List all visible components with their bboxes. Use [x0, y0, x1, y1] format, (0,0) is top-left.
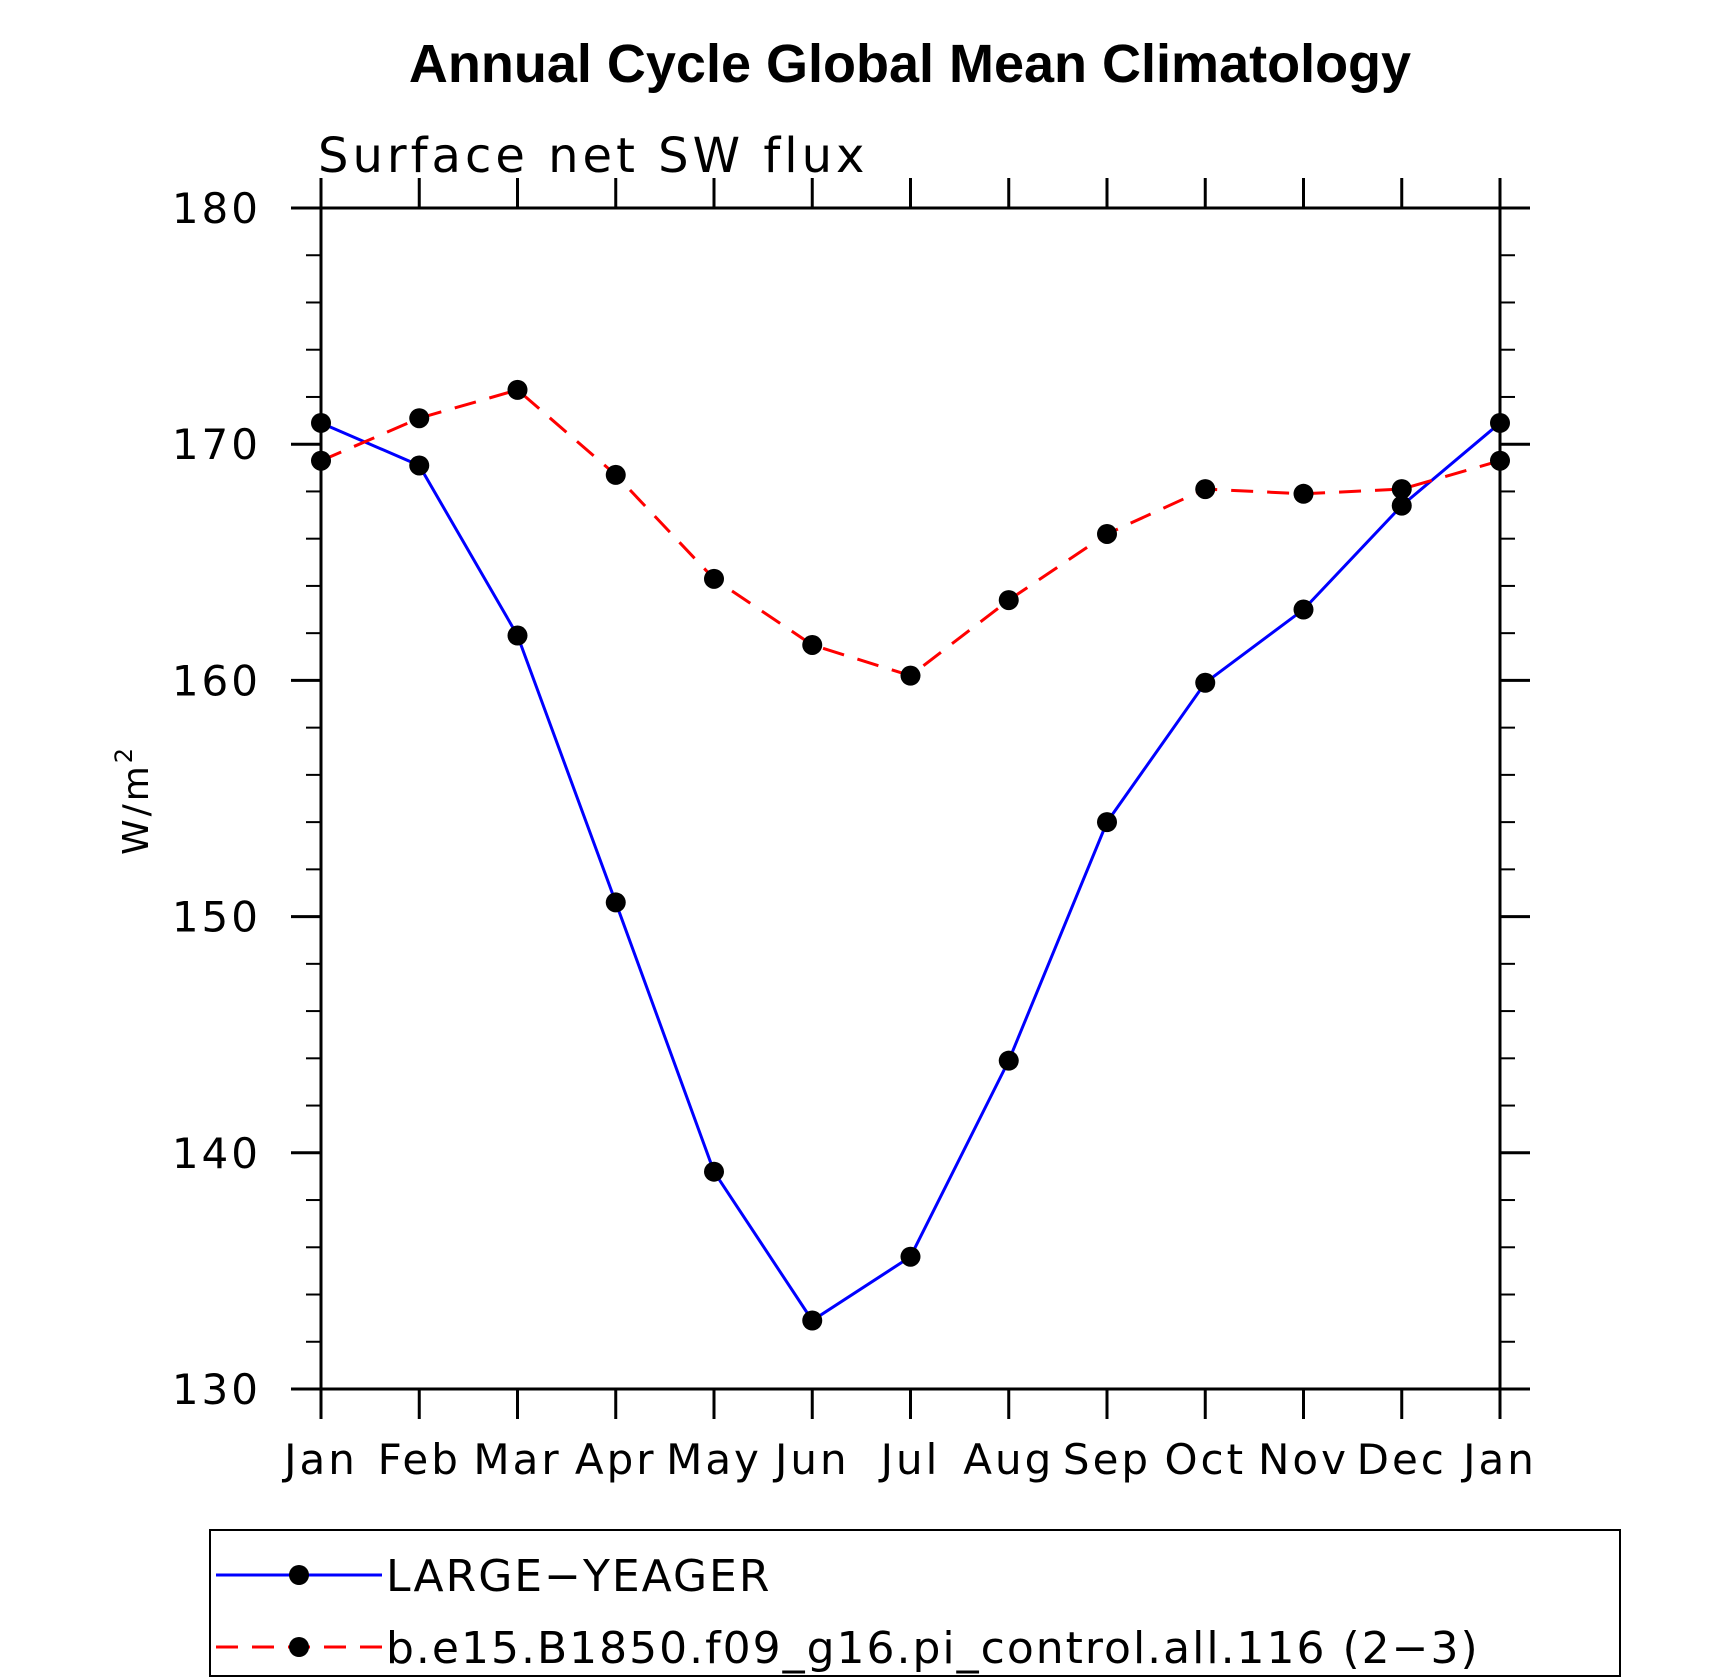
x-tick-label: Jul: [878, 1435, 941, 1484]
x-tick-label: Apr: [575, 1435, 657, 1484]
x-tick-label: Jan: [281, 1435, 358, 1484]
legend-label-0: LARGE−YEAGER: [386, 1551, 771, 1602]
x-tick-label: May: [666, 1435, 762, 1484]
data-point: [507, 379, 528, 400]
y-tick-label: 170: [172, 420, 261, 469]
data-point: [311, 450, 331, 471]
data-point: [605, 892, 626, 913]
data-point: [704, 568, 724, 589]
y-axis-label-text: W/m: [116, 763, 157, 855]
legend: LARGE−YEAGER b.e15.B1850.f09_g16.pi_contr…: [209, 1529, 1621, 1677]
svg-text:W/m2: W/m2: [110, 745, 157, 855]
x-tick-label: Jun: [772, 1435, 850, 1484]
chart-subtitle: Surface net SW flux: [318, 128, 868, 184]
x-tick-label: Aug: [963, 1435, 1054, 1484]
data-point: [1293, 483, 1314, 504]
x-tick-label: Jan: [1460, 1435, 1537, 1484]
data-point: [1490, 450, 1510, 471]
legend-marker-0: [289, 1565, 309, 1585]
data-point: [1195, 479, 1216, 500]
x-tick-label: Nov: [1258, 1435, 1349, 1484]
data-point: [704, 1161, 724, 1182]
x-tick-label: Feb: [378, 1435, 461, 1484]
data-point: [1097, 812, 1117, 833]
y-tick-label: 180: [172, 184, 261, 233]
legend-box: [209, 1529, 1621, 1677]
plot-frame: [319, 206, 1502, 1391]
chart-title: Annual Cycle Global Mean Climatology: [409, 34, 1411, 94]
data-point: [1391, 479, 1412, 500]
y-tick-label: 140: [172, 1129, 261, 1178]
data-point: [900, 1246, 921, 1267]
series-1: [311, 379, 1510, 686]
data-point: [900, 665, 921, 686]
data-point: [1097, 523, 1117, 544]
data-point: [802, 1310, 823, 1331]
series-line-0: [320, 421, 1501, 1323]
data-point: [1293, 599, 1314, 620]
data-point: [1490, 412, 1510, 433]
legend-marker-1: [289, 1637, 309, 1657]
series-layer: [311, 379, 1510, 1331]
y-tick-label: 160: [172, 656, 261, 705]
series-line-1: [320, 388, 1501, 678]
data-point: [802, 634, 823, 655]
x-tick-label: Dec: [1357, 1435, 1447, 1484]
data-point: [998, 590, 1019, 611]
data-point: [605, 464, 626, 485]
y-axis-label: W/m2: [110, 745, 157, 855]
data-point: [409, 455, 430, 476]
y-tick-label: 130: [172, 1365, 261, 1414]
x-tick-label: Oct: [1164, 1435, 1246, 1484]
x-tick-label: Mar: [473, 1435, 561, 1484]
data-point: [311, 412, 331, 433]
data-point: [1391, 495, 1412, 516]
y-tick-label: 150: [172, 893, 261, 942]
legend-label-1: b.e15.B1850.f09_g16.pi_control.all.116 (…: [386, 1623, 1480, 1674]
x-tick-label: Sep: [1063, 1435, 1151, 1484]
data-point: [507, 625, 528, 646]
plot-axes: 130 140 150 160 170 180 Jan Feb Mar Apr May Jun Jul A…: [172, 178, 1537, 1484]
series-0: [311, 412, 1510, 1331]
data-point: [1195, 672, 1216, 693]
data-point: [998, 1050, 1019, 1071]
data-point: [409, 408, 430, 429]
y-axis-label-superscript: 2: [110, 745, 138, 763]
